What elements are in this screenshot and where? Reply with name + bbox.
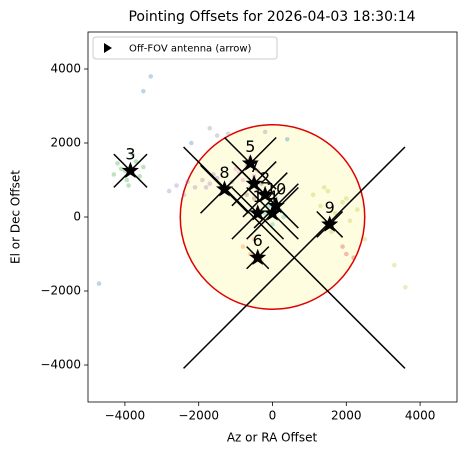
scatter-point [281, 214, 286, 220]
antenna-label: 10 [266, 179, 286, 198]
scatter-point [115, 161, 120, 166]
scatter-point [133, 159, 139, 164]
scatter-point [141, 164, 146, 170]
legend-label: Off-FOV antenna (arrow) [129, 44, 252, 55]
scatter-point [251, 236, 257, 242]
scatter-point [126, 183, 131, 188]
scatter-point [174, 183, 179, 188]
scatter-point [181, 192, 187, 198]
scatter-point [351, 255, 356, 260]
scatter-point [318, 203, 323, 209]
x-tick-label: 4000 [405, 409, 436, 423]
y-tick-label: 4000 [50, 62, 81, 76]
x-tick-label: −4000 [105, 409, 146, 423]
scatter-point [403, 285, 408, 290]
scatter-point [344, 251, 349, 257]
y-tick-label: 2000 [50, 136, 81, 150]
scatter-point [233, 166, 238, 172]
scatter-point [251, 196, 257, 201]
scatter-point [329, 229, 334, 235]
scatter-point [321, 185, 327, 190]
scatter-point [141, 88, 146, 94]
scatter-point [325, 188, 331, 194]
scatter-point [124, 177, 130, 183]
scatter-point [310, 192, 316, 198]
scatter-point [129, 151, 135, 157]
antenna-star [263, 204, 282, 221]
scatter-point [340, 244, 345, 249]
antenna-label: 9 [325, 198, 335, 217]
antenna-label: 4 [267, 187, 277, 206]
legend-marker [104, 43, 112, 53]
plot-content: 12 3 4 5 6 7 8 9 10 [96, 74, 408, 369]
y-axis-label: El or Dec Offset [9, 170, 23, 264]
scatter-point [118, 166, 124, 172]
scatter-point [189, 140, 194, 146]
antenna-star [249, 204, 267, 221]
scatter-point [262, 129, 268, 135]
antenna-label: 8 [219, 163, 229, 182]
x-axis-label: Az or RA Offset [227, 431, 318, 445]
scatter-point [391, 262, 397, 268]
scatter-point [244, 192, 249, 198]
scatter-point [207, 125, 213, 131]
scatter-point [96, 281, 102, 286]
y-tick-label: −2000 [40, 284, 81, 298]
antenna-star [216, 180, 234, 197]
chart-title: Pointing Offsets for 2026-04-03 18:30:14 [128, 9, 415, 25]
y-tick-label: −4000 [40, 358, 81, 372]
scatter-point [240, 177, 246, 183]
scatter-point [225, 131, 231, 137]
scatter-point [347, 218, 353, 223]
scatter-point [284, 137, 290, 142]
x-tick-label: 2000 [331, 409, 362, 423]
antenna-star [267, 196, 285, 214]
scatter-point [148, 74, 154, 79]
antenna-star [121, 161, 139, 178]
scatter-point [355, 207, 360, 212]
scatter-point [185, 179, 190, 185]
antenna-star [249, 248, 267, 265]
legend-box [92, 36, 278, 60]
scatter-point [362, 236, 368, 242]
scatter-point [340, 199, 345, 205]
x-tick-label: −2000 [178, 409, 219, 423]
scatter-point [214, 133, 220, 138]
y-tick-label: 0 [73, 210, 81, 224]
antenna-label: 1 [253, 187, 263, 206]
scatter-point [166, 188, 172, 194]
legend: Off-FOV antenna (arrow) [92, 36, 278, 60]
scatter-point [203, 185, 209, 190]
antenna-star [241, 154, 259, 171]
scatter-point [270, 222, 275, 227]
antenna-label: 7 [249, 157, 259, 176]
scatter-point [111, 172, 117, 177]
antenna-star [245, 174, 263, 191]
antenna-label: 3 [125, 144, 135, 163]
scatter-point [192, 185, 198, 190]
antenna-star [321, 215, 339, 232]
scatter-point [332, 211, 338, 216]
scatter-point [344, 196, 349, 201]
scatter-point [200, 177, 205, 183]
x-tick-label: 0 [269, 409, 277, 423]
scatter-point [137, 174, 142, 179]
antenna-star [256, 185, 274, 203]
scatter-point [207, 181, 213, 186]
scatter-point [240, 244, 246, 249]
antenna-label: 5 [245, 137, 255, 156]
antenna-label: 2 [260, 168, 270, 187]
cross-line [183, 146, 406, 369]
antenna-label: 6 [253, 231, 263, 250]
